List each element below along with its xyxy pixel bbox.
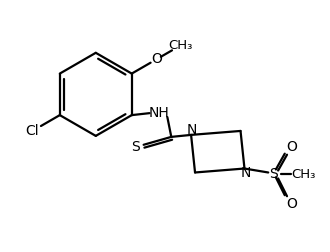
Text: S: S bbox=[269, 168, 278, 181]
Text: O: O bbox=[286, 140, 297, 154]
Text: N: N bbox=[240, 167, 251, 180]
Text: CH₃: CH₃ bbox=[168, 39, 193, 52]
Text: CH₃: CH₃ bbox=[292, 168, 316, 181]
Text: NH: NH bbox=[149, 106, 170, 120]
Text: O: O bbox=[151, 52, 162, 66]
Text: N: N bbox=[187, 123, 197, 137]
Text: Cl: Cl bbox=[26, 124, 39, 138]
Text: S: S bbox=[131, 140, 140, 154]
Text: O: O bbox=[286, 197, 297, 211]
